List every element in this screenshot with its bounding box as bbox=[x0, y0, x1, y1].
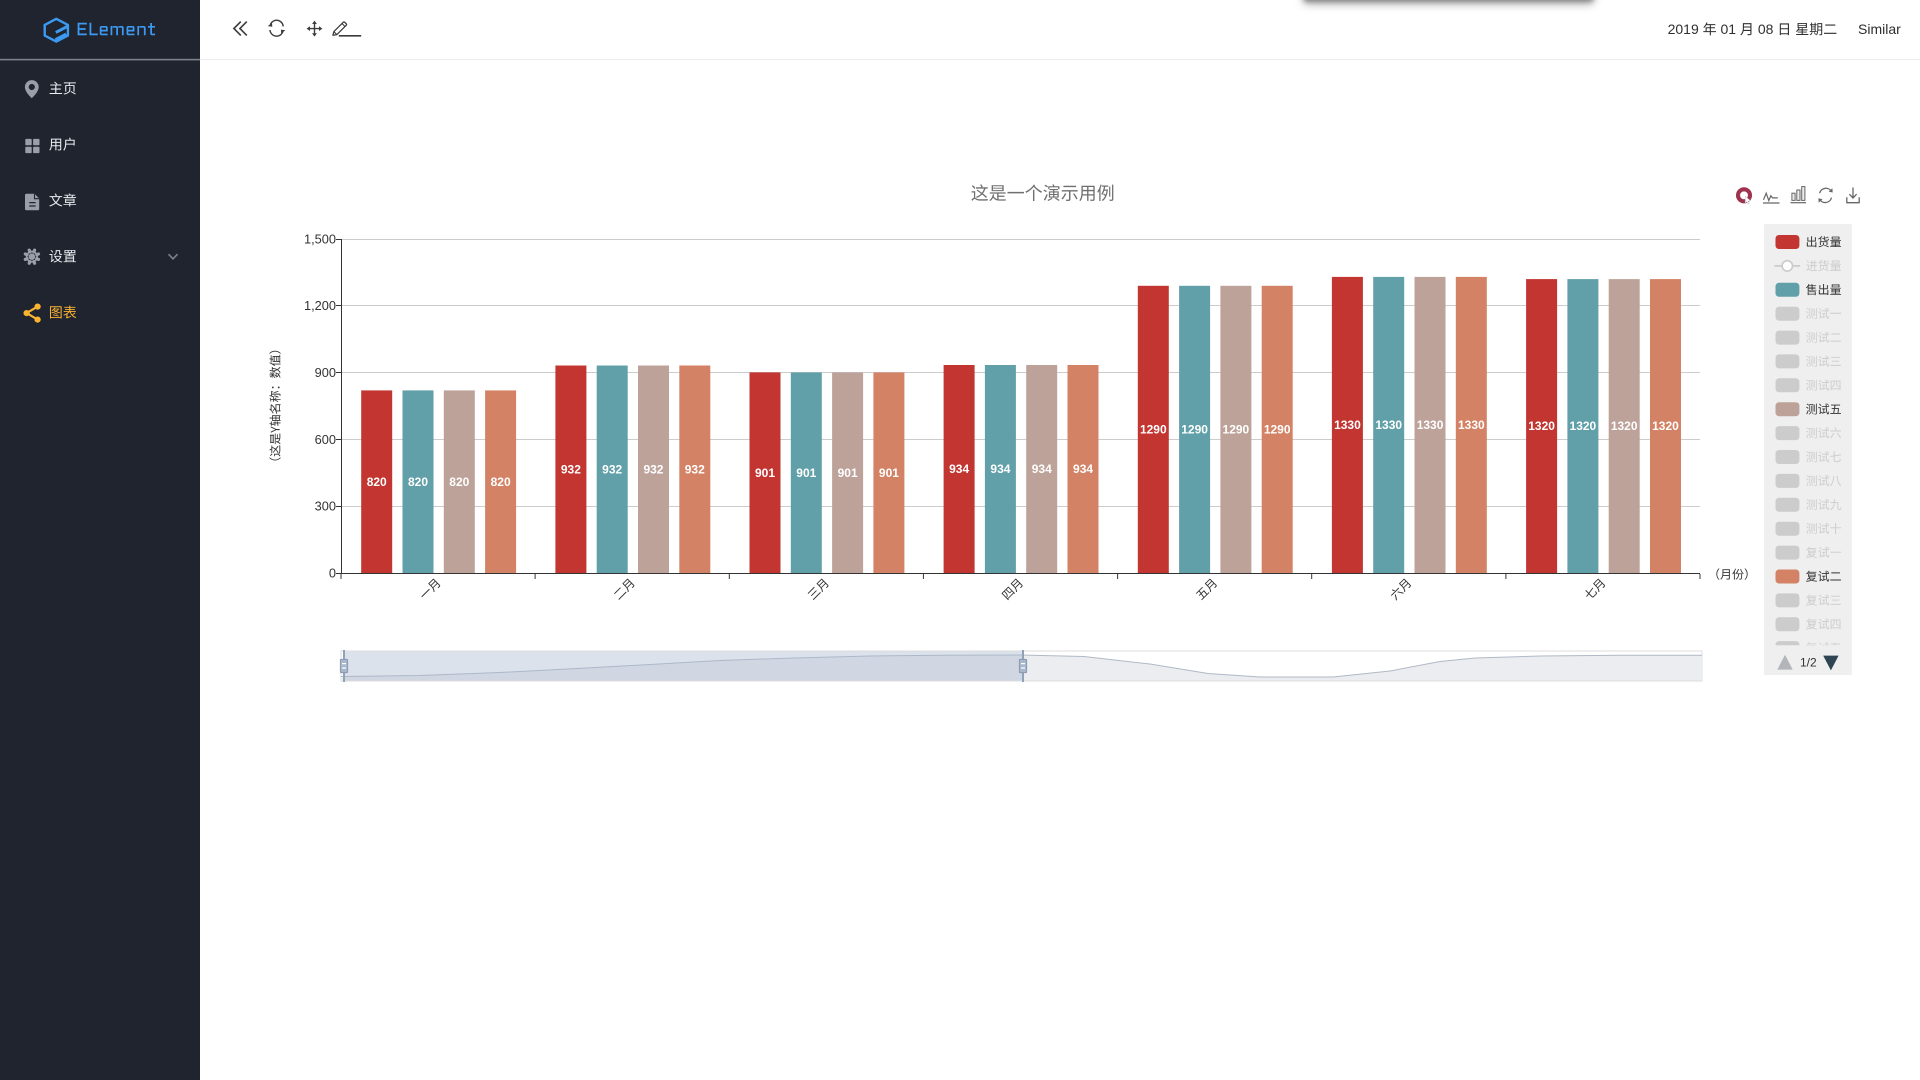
svg-text:1290: 1290 bbox=[1264, 423, 1291, 437]
svg-text:1/2: 1/2 bbox=[1800, 655, 1817, 669]
svg-text:01: 01 bbox=[1721, 21, 1737, 37]
svg-text:901: 901 bbox=[838, 466, 858, 480]
svg-text:2019: 2019 bbox=[1668, 21, 1699, 37]
svg-text:1320: 1320 bbox=[1611, 419, 1638, 433]
svg-text:934: 934 bbox=[990, 462, 1010, 476]
svg-text:932: 932 bbox=[602, 462, 622, 476]
svg-text:820: 820 bbox=[449, 475, 469, 489]
svg-text:934: 934 bbox=[1032, 462, 1052, 476]
svg-text:820: 820 bbox=[367, 475, 387, 489]
svg-text:934: 934 bbox=[1073, 462, 1093, 476]
svg-text:820: 820 bbox=[491, 475, 511, 489]
svg-text:1290: 1290 bbox=[1223, 423, 1250, 437]
svg-text:1290: 1290 bbox=[1140, 423, 1167, 437]
svg-text:0: 0 bbox=[329, 565, 336, 580]
svg-text:1330: 1330 bbox=[1458, 418, 1485, 432]
svg-text:1320: 1320 bbox=[1652, 419, 1679, 433]
svg-text:1320: 1320 bbox=[1570, 419, 1597, 433]
svg-text:900: 900 bbox=[315, 365, 336, 380]
svg-text:300: 300 bbox=[315, 499, 336, 514]
svg-text:820: 820 bbox=[408, 475, 428, 489]
svg-text:934: 934 bbox=[949, 462, 969, 476]
svg-text:901: 901 bbox=[879, 466, 899, 480]
svg-text:901: 901 bbox=[755, 466, 775, 480]
svg-text:1320: 1320 bbox=[1528, 419, 1555, 433]
svg-text:1290: 1290 bbox=[1181, 423, 1208, 437]
svg-text:1330: 1330 bbox=[1334, 418, 1361, 432]
svg-text:600: 600 bbox=[315, 432, 336, 447]
svg-text:08: 08 bbox=[1758, 21, 1774, 37]
svg-text:932: 932 bbox=[561, 462, 581, 476]
svg-text:1330: 1330 bbox=[1375, 418, 1402, 432]
svg-text:Similar: Similar bbox=[1858, 21, 1901, 37]
svg-text:932: 932 bbox=[643, 462, 663, 476]
svg-text:901: 901 bbox=[796, 466, 816, 480]
svg-text:1330: 1330 bbox=[1417, 418, 1444, 432]
svg-text:1,200: 1,200 bbox=[304, 298, 336, 313]
svg-text:932: 932 bbox=[685, 462, 705, 476]
svg-text:1,500: 1,500 bbox=[304, 231, 336, 246]
